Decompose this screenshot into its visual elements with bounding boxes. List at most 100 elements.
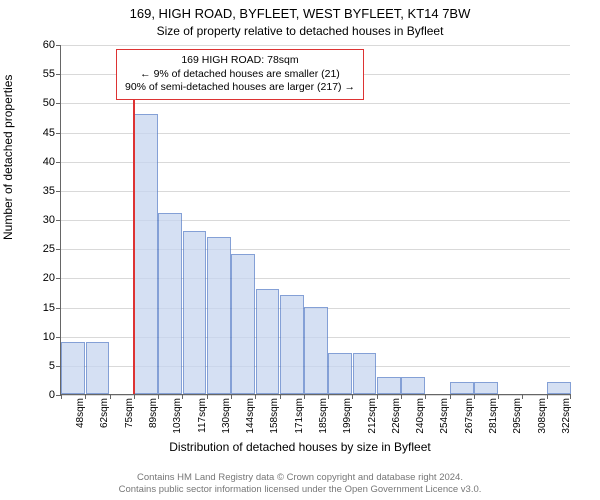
chart-subtitle: Size of property relative to detached ho… bbox=[0, 24, 600, 38]
gridline bbox=[61, 395, 570, 396]
y-tick-label: 15 bbox=[43, 302, 55, 314]
histogram-bar bbox=[61, 342, 85, 395]
x-tick-label: 226sqm bbox=[391, 398, 402, 434]
gridline bbox=[61, 45, 570, 46]
y-tick-mark bbox=[56, 74, 61, 75]
x-tick-mark bbox=[522, 394, 523, 399]
gridline bbox=[61, 103, 570, 104]
histogram-bar bbox=[231, 254, 255, 394]
y-tick-mark bbox=[56, 337, 61, 338]
histogram-bar bbox=[86, 342, 110, 395]
histogram-bar bbox=[207, 237, 231, 395]
y-tick-mark bbox=[56, 103, 61, 104]
footer-line-2: Contains public sector information licen… bbox=[119, 484, 482, 495]
y-tick-label: 25 bbox=[43, 243, 55, 255]
y-tick-mark bbox=[56, 133, 61, 134]
histogram-bar bbox=[353, 353, 377, 394]
x-tick-mark bbox=[547, 394, 548, 399]
y-tick-label: 0 bbox=[49, 389, 55, 401]
x-tick-mark bbox=[134, 394, 135, 399]
x-tick-mark bbox=[474, 394, 475, 399]
x-tick-mark bbox=[425, 394, 426, 399]
histogram-bar bbox=[304, 307, 328, 395]
x-tick-label: 89sqm bbox=[148, 398, 159, 428]
x-tick-mark bbox=[255, 394, 256, 399]
x-tick-mark bbox=[61, 394, 62, 399]
histogram-bar bbox=[328, 353, 352, 394]
x-tick-mark bbox=[231, 394, 232, 399]
x-tick-mark bbox=[352, 394, 353, 399]
y-tick-mark bbox=[56, 308, 61, 309]
x-tick-mark bbox=[498, 394, 499, 399]
x-tick-label: 322sqm bbox=[561, 398, 572, 434]
x-tick-label: 308sqm bbox=[537, 398, 548, 434]
y-tick-label: 35 bbox=[43, 185, 55, 197]
histogram-bar bbox=[450, 382, 474, 394]
x-tick-mark bbox=[450, 394, 451, 399]
chart-root: 169, HIGH ROAD, BYFLEET, WEST BYFLEET, K… bbox=[0, 0, 600, 500]
x-tick-mark bbox=[158, 394, 159, 399]
x-tick-mark bbox=[110, 394, 111, 399]
y-tick-label: 20 bbox=[43, 272, 55, 284]
y-tick-label: 55 bbox=[43, 68, 55, 80]
x-tick-mark bbox=[304, 394, 305, 399]
histogram-bar bbox=[377, 377, 401, 395]
x-tick-label: 185sqm bbox=[318, 398, 329, 434]
property-annotation: 169 HIGH ROAD: 78sqm← 9% of detached hou… bbox=[116, 49, 364, 100]
annotation-line: ← 9% of detached houses are smaller (21) bbox=[125, 68, 355, 82]
histogram-bar bbox=[401, 377, 425, 395]
y-tick-mark bbox=[56, 162, 61, 163]
y-tick-label: 60 bbox=[43, 39, 55, 51]
x-tick-mark bbox=[182, 394, 183, 399]
x-tick-label: 281sqm bbox=[488, 398, 499, 434]
x-tick-label: 171sqm bbox=[294, 398, 305, 434]
y-tick-label: 5 bbox=[49, 360, 55, 372]
x-tick-label: 117sqm bbox=[197, 398, 208, 433]
x-tick-label: 267sqm bbox=[464, 398, 475, 434]
histogram-bar bbox=[280, 295, 304, 394]
histogram-bar bbox=[158, 213, 182, 394]
x-tick-mark bbox=[207, 394, 208, 399]
x-tick-label: 75sqm bbox=[124, 398, 135, 428]
y-tick-mark bbox=[56, 278, 61, 279]
x-tick-mark bbox=[85, 394, 86, 399]
x-tick-label: 212sqm bbox=[367, 398, 378, 434]
x-tick-label: 144sqm bbox=[245, 398, 256, 434]
x-tick-mark bbox=[401, 394, 402, 399]
histogram-bar bbox=[547, 382, 571, 394]
histogram-bar bbox=[474, 382, 498, 394]
y-tick-mark bbox=[56, 249, 61, 250]
y-tick-label: 50 bbox=[43, 97, 55, 109]
plot-area: 05101520253035404550556048sqm62sqm75sqm8… bbox=[60, 45, 570, 395]
chart-title: 169, HIGH ROAD, BYFLEET, WEST BYFLEET, K… bbox=[0, 6, 600, 21]
histogram-bar bbox=[134, 114, 158, 394]
x-tick-mark bbox=[280, 394, 281, 399]
annotation-line: 169 HIGH ROAD: 78sqm bbox=[125, 54, 355, 68]
y-tick-label: 10 bbox=[43, 331, 55, 343]
footer-attribution: Contains HM Land Registry data © Crown c… bbox=[0, 472, 600, 496]
x-tick-label: 48sqm bbox=[75, 398, 86, 428]
y-tick-label: 45 bbox=[43, 127, 55, 139]
x-tick-label: 158sqm bbox=[269, 398, 280, 434]
y-tick-mark bbox=[56, 220, 61, 221]
x-tick-label: 295sqm bbox=[512, 398, 523, 434]
y-tick-mark bbox=[56, 191, 61, 192]
x-tick-mark bbox=[377, 394, 378, 399]
x-tick-label: 62sqm bbox=[99, 398, 110, 428]
x-tick-label: 199sqm bbox=[342, 398, 353, 434]
footer-line-1: Contains HM Land Registry data © Crown c… bbox=[137, 472, 463, 483]
x-tick-label: 130sqm bbox=[221, 398, 232, 434]
histogram-bar bbox=[256, 289, 280, 394]
x-tick-label: 103sqm bbox=[172, 398, 183, 434]
annotation-line: 90% of semi-detached houses are larger (… bbox=[125, 81, 355, 95]
y-tick-label: 40 bbox=[43, 156, 55, 168]
y-tick-label: 30 bbox=[43, 214, 55, 226]
x-tick-mark bbox=[570, 394, 571, 399]
x-axis-label: Distribution of detached houses by size … bbox=[0, 440, 600, 454]
x-tick-mark bbox=[328, 394, 329, 399]
x-tick-label: 254sqm bbox=[439, 398, 450, 434]
property-marker-line bbox=[133, 88, 135, 394]
y-axis-label: Number of detached properties bbox=[1, 75, 15, 240]
x-tick-label: 240sqm bbox=[415, 398, 426, 434]
histogram-bar bbox=[183, 231, 207, 394]
